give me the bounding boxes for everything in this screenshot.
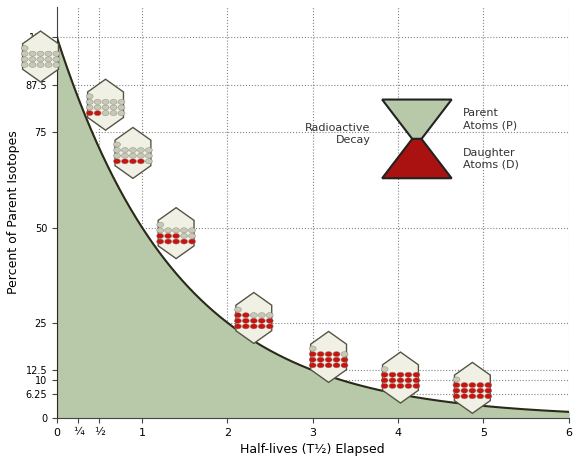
X-axis label: Half-lives (T½) Elapsed: Half-lives (T½) Elapsed xyxy=(240,443,385,456)
Text: Radioactive
Decay: Radioactive Decay xyxy=(305,124,371,145)
Text: Daughter
Atoms (D): Daughter Atoms (D) xyxy=(463,148,519,169)
Text: Parent
Atoms (P): Parent Atoms (P) xyxy=(463,108,517,130)
Y-axis label: Percent of Parent Isotopes: Percent of Parent Isotopes xyxy=(7,131,20,294)
